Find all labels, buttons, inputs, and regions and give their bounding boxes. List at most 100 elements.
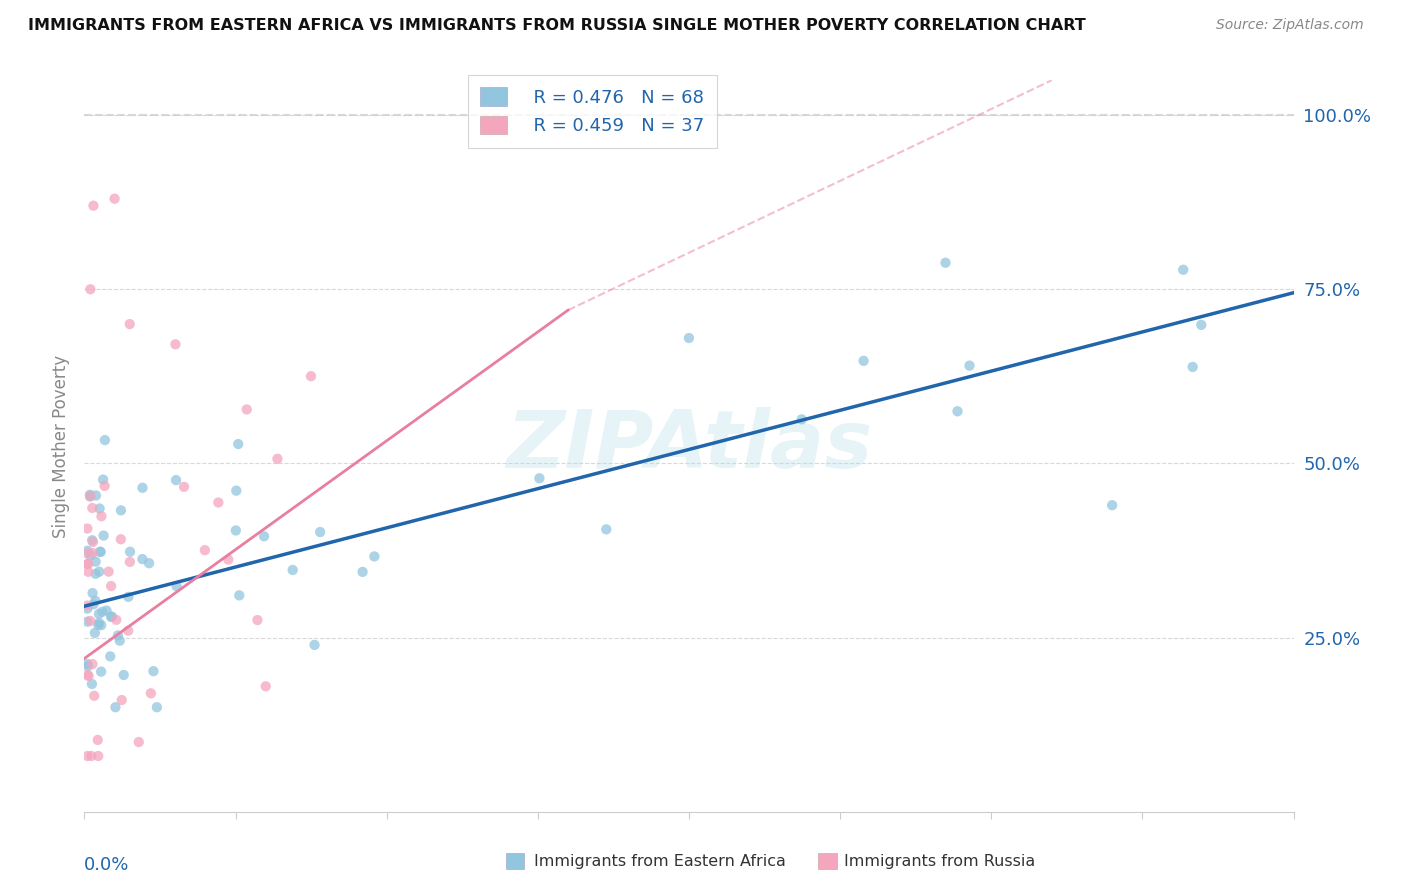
Point [82, 535, 104, 549]
Point [100, 579, 122, 593]
Point [90, 545, 112, 559]
Point [207, 495, 229, 509]
Point [118, 555, 141, 569]
Point [104, 700, 127, 714]
Point [131, 552, 153, 566]
Point [165, 473, 187, 487]
Text: Immigrants from Eastern Africa: Immigrants from Eastern Africa [534, 855, 786, 869]
Point [254, 679, 277, 693]
Point [86, 733, 108, 747]
Point [76, 659, 98, 673]
Point [87, 618, 110, 632]
Point [82, 586, 104, 600]
Point [76, 547, 98, 561]
Point [80, 549, 103, 563]
Point [76, 522, 98, 536]
Point [89, 501, 111, 516]
Point [107, 628, 129, 642]
Point [89, 565, 111, 579]
Point [79, 282, 101, 296]
Point [82, 597, 104, 611]
Point [595, 522, 617, 536]
Point [82, 501, 104, 516]
Legend:   R = 0.476   N = 68,   R = 0.459   N = 37: R = 0.476 N = 68, R = 0.459 N = 37 [468, 75, 717, 148]
Point [235, 402, 257, 417]
Point [94, 433, 117, 447]
Point [76, 601, 98, 615]
Point [304, 638, 326, 652]
Point [112, 668, 135, 682]
Point [165, 337, 187, 351]
Point [110, 503, 132, 517]
Point [363, 549, 385, 564]
Point [131, 481, 153, 495]
Point [194, 543, 217, 558]
Point [79, 489, 101, 503]
Text: Immigrants from Russia: Immigrants from Russia [844, 855, 1035, 869]
Point [101, 609, 124, 624]
Point [228, 588, 250, 602]
Point [120, 545, 142, 559]
Point [246, 613, 269, 627]
Point [959, 359, 981, 373]
Point [1173, 262, 1195, 277]
Point [91, 605, 114, 619]
Point [217, 552, 239, 566]
Point [76, 543, 98, 558]
Point [83, 689, 105, 703]
Point [87, 615, 110, 630]
Point [299, 369, 322, 384]
Point [83, 626, 105, 640]
Point [128, 735, 150, 749]
Point [76, 657, 98, 671]
Point [118, 317, 141, 331]
Point [225, 524, 247, 538]
Point [82, 533, 104, 548]
Point [105, 613, 128, 627]
Text: IMMIGRANTS FROM EASTERN AFRICA VS IMMIGRANTS FROM RUSSIA SINGLE MOTHER POVERTY C: IMMIGRANTS FROM EASTERN AFRICA VS IMMIGR… [28, 18, 1085, 33]
Point [96, 603, 118, 617]
Point [173, 480, 195, 494]
Point [87, 607, 110, 621]
Point [76, 599, 98, 613]
Y-axis label: Single Mother Poverty: Single Mother Poverty [52, 354, 70, 538]
Point [529, 471, 551, 485]
Point [89, 544, 111, 558]
Text: Source: ZipAtlas.com: Source: ZipAtlas.com [1216, 18, 1364, 32]
Point [934, 256, 956, 270]
Point [1101, 498, 1123, 512]
Point [139, 686, 162, 700]
Point [82, 546, 104, 560]
Text: ZIPAtlas: ZIPAtlas [506, 407, 872, 485]
Point [253, 529, 276, 543]
Point [852, 354, 875, 368]
Point [91, 473, 114, 487]
Point [98, 649, 121, 664]
Point [138, 556, 160, 570]
Point [80, 677, 103, 691]
Point [226, 437, 249, 451]
Point [1189, 318, 1212, 332]
Point [117, 624, 139, 638]
Point [90, 618, 112, 632]
Point [166, 579, 188, 593]
Point [77, 565, 100, 579]
Point [100, 610, 122, 624]
Point [266, 451, 288, 466]
Point [84, 594, 107, 608]
Point [77, 669, 100, 683]
Point [111, 693, 134, 707]
Point [790, 412, 813, 426]
Point [1181, 359, 1204, 374]
Point [352, 565, 374, 579]
Point [309, 524, 332, 539]
Point [93, 479, 115, 493]
Point [93, 528, 115, 542]
Point [76, 615, 98, 629]
Point [84, 488, 107, 502]
Point [108, 633, 131, 648]
Point [946, 404, 969, 418]
Point [87, 749, 110, 764]
Point [110, 533, 132, 547]
Point [90, 509, 112, 524]
